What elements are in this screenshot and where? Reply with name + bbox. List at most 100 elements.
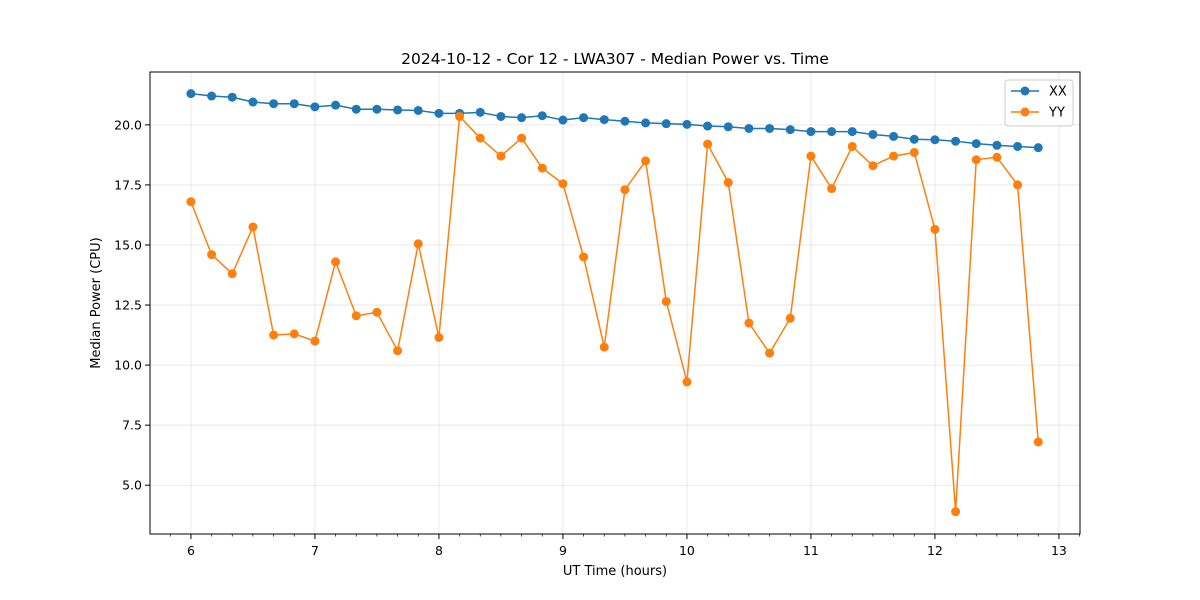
data-point-xx — [992, 140, 1002, 150]
data-point-xx — [517, 113, 527, 123]
data-point-yy — [599, 342, 609, 352]
data-point-xx — [641, 118, 651, 128]
data-point-xx — [579, 113, 589, 123]
data-point-yy — [558, 179, 568, 189]
legend-marker-yy — [1020, 107, 1030, 117]
data-point-xx — [827, 127, 837, 137]
data-point-xx — [785, 125, 795, 135]
legend-marker-xx — [1020, 86, 1030, 96]
data-point-xx — [496, 111, 506, 121]
data-point-xx — [806, 127, 816, 137]
data-point-xx — [765, 123, 775, 133]
data-point-xx — [744, 123, 754, 133]
data-point-yy — [785, 313, 795, 323]
data-point-xx — [599, 115, 609, 125]
data-point-yy — [682, 377, 692, 387]
data-point-xx — [971, 139, 981, 149]
data-point-yy — [992, 152, 1002, 162]
data-point-yy — [1033, 437, 1043, 447]
y-tick-label: 17.5 — [114, 177, 142, 192]
data-point-xx — [1033, 143, 1043, 153]
legend-label-xx: XX — [1049, 85, 1067, 100]
grid — [150, 72, 1080, 534]
data-point-xx — [889, 131, 899, 141]
data-point-yy — [971, 155, 981, 165]
data-point-yy — [455, 111, 465, 121]
data-point-xx — [310, 102, 320, 112]
data-point-yy — [765, 348, 775, 358]
legend-label-yy: YY — [1048, 106, 1065, 121]
x-tick-label: 6 — [187, 543, 195, 558]
y-axis: 5.0 7.5 10.0 12.5 15.0 17.5 20.0 — [114, 117, 150, 493]
x-tick-label: 9 — [559, 543, 567, 558]
data-point-xx — [372, 104, 382, 114]
data-point-xx — [620, 116, 630, 126]
data-point-yy — [806, 151, 816, 161]
data-point-xx — [269, 99, 279, 109]
series-xx — [186, 89, 1043, 153]
y-tick-label: 10.0 — [114, 358, 142, 373]
data-point-xx — [248, 97, 258, 107]
data-point-xx — [331, 100, 341, 110]
series-layer — [186, 89, 1043, 517]
data-point-xx — [393, 105, 403, 115]
data-point-yy — [289, 329, 299, 339]
y-tick-label: 12.5 — [114, 298, 142, 313]
data-point-yy — [310, 336, 320, 346]
data-point-xx — [930, 135, 940, 145]
data-point-yy — [248, 222, 258, 232]
data-point-yy — [393, 346, 403, 356]
data-point-yy — [1013, 180, 1023, 190]
data-point-xx — [537, 111, 547, 121]
data-point-yy — [475, 133, 485, 143]
x-tick-label: 8 — [435, 543, 443, 558]
data-point-xx — [661, 119, 671, 129]
data-point-yy — [372, 307, 382, 317]
data-point-yy — [909, 147, 919, 157]
data-point-xx — [351, 104, 361, 114]
data-point-yy — [744, 318, 754, 328]
data-point-yy — [434, 332, 444, 342]
data-point-yy — [930, 224, 940, 234]
y-tick-label: 7.5 — [122, 418, 142, 433]
x-axis-title: UT Time (hours) — [563, 564, 667, 579]
data-point-yy — [827, 184, 837, 194]
data-point-xx — [703, 121, 713, 131]
data-point-xx — [413, 105, 423, 115]
data-point-xx — [207, 91, 217, 101]
data-point-yy — [641, 156, 651, 166]
data-point-yy — [847, 141, 857, 151]
data-point-yy — [351, 311, 361, 321]
data-point-yy — [661, 296, 671, 306]
data-point-xx — [289, 99, 299, 109]
data-point-yy — [723, 178, 733, 188]
data-point-yy — [579, 252, 589, 262]
data-point-xx — [434, 108, 444, 118]
data-point-xx — [558, 115, 568, 125]
data-point-yy — [889, 151, 899, 161]
data-point-xx — [1013, 141, 1023, 151]
data-point-yy — [517, 133, 527, 143]
data-point-xx — [868, 129, 878, 139]
chart-title: 2024-10-12 - Cor 12 - LWA307 - Median Po… — [401, 50, 829, 68]
y-tick-label: 15.0 — [114, 237, 142, 252]
data-point-xx — [475, 107, 485, 117]
data-point-yy — [496, 151, 506, 161]
plot-frame — [149, 71, 1081, 535]
x-tick-label: 11 — [803, 543, 819, 558]
data-point-yy — [207, 250, 217, 260]
data-point-yy — [227, 269, 237, 279]
data-point-xx — [909, 134, 919, 144]
x-tick-label: 13 — [1051, 543, 1067, 558]
data-point-xx — [847, 127, 857, 137]
data-point-xx — [682, 119, 692, 129]
x-tick-label: 7 — [311, 543, 319, 558]
data-point-yy — [951, 507, 961, 517]
data-point-xx — [186, 89, 196, 99]
x-axis: 6 7 8 9 10 11 12 13 — [169, 534, 1080, 558]
data-point-yy — [331, 257, 341, 267]
y-axis-title: Median Power (CPU) — [89, 237, 104, 368]
legend: XX YY — [1004, 79, 1074, 127]
